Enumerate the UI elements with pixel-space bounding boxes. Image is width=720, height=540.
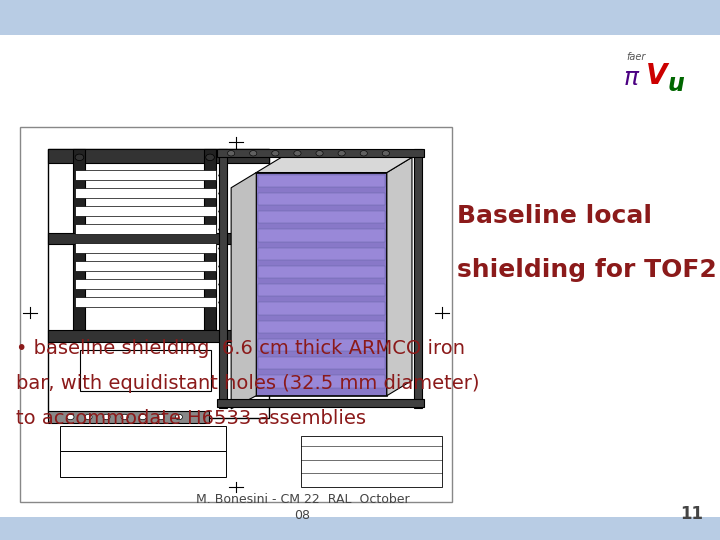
Bar xyxy=(0,0,720,35)
Bar xyxy=(48,411,209,423)
Text: shielding for TOF2: shielding for TOF2 xyxy=(457,258,717,282)
Circle shape xyxy=(67,414,74,420)
Circle shape xyxy=(250,151,257,156)
Circle shape xyxy=(338,151,346,156)
Text: bar, with equidistant holes (32.5 mm diameter): bar, with equidistant holes (32.5 mm dia… xyxy=(16,374,480,393)
Bar xyxy=(258,375,385,388)
Text: Baseline local: Baseline local xyxy=(457,204,652,228)
Bar xyxy=(258,193,385,205)
Bar xyxy=(76,188,216,198)
Circle shape xyxy=(85,414,92,420)
Bar xyxy=(258,266,385,278)
Circle shape xyxy=(103,414,110,420)
Bar xyxy=(48,233,269,244)
Bar xyxy=(76,242,216,253)
Bar xyxy=(258,284,385,296)
Text: u: u xyxy=(667,72,684,96)
Bar xyxy=(414,149,422,408)
Bar xyxy=(76,170,216,180)
Circle shape xyxy=(157,414,164,420)
Bar xyxy=(258,230,385,241)
Bar xyxy=(258,174,385,187)
Bar xyxy=(73,149,86,332)
Text: 11: 11 xyxy=(680,505,703,523)
Text: • baseline shielding  6.6 cm thick ARMCO iron: • baseline shielding 6.6 cm thick ARMCO … xyxy=(16,339,465,358)
Bar xyxy=(302,436,442,487)
Bar xyxy=(76,224,216,234)
Text: to accommodate H6533 assemblies: to accommodate H6533 assemblies xyxy=(16,409,366,428)
Bar xyxy=(20,127,452,502)
Polygon shape xyxy=(387,157,412,396)
Bar xyxy=(256,173,387,396)
Circle shape xyxy=(271,151,279,156)
Bar xyxy=(48,149,269,164)
Bar xyxy=(258,339,385,351)
Circle shape xyxy=(316,151,323,156)
Bar xyxy=(60,426,226,451)
Bar xyxy=(0,517,720,540)
Polygon shape xyxy=(231,173,256,409)
Bar xyxy=(76,261,216,271)
Circle shape xyxy=(360,151,367,156)
Bar xyxy=(48,149,269,418)
Bar xyxy=(217,399,424,407)
Text: $\pi$: $\pi$ xyxy=(623,66,640,90)
Bar xyxy=(76,279,216,289)
Circle shape xyxy=(121,414,128,420)
Circle shape xyxy=(75,154,84,160)
Bar xyxy=(60,451,226,477)
Circle shape xyxy=(175,414,182,420)
Text: faer: faer xyxy=(626,52,646,62)
Text: V: V xyxy=(646,62,667,90)
Bar xyxy=(76,298,216,307)
Text: 08: 08 xyxy=(294,509,310,522)
Bar xyxy=(204,149,216,332)
Bar xyxy=(217,149,424,157)
Circle shape xyxy=(206,154,215,160)
Bar xyxy=(258,302,385,314)
Text: M. Bonesini - CM 22  RAL  October: M. Bonesini - CM 22 RAL October xyxy=(196,493,409,506)
Polygon shape xyxy=(256,157,412,173)
Bar xyxy=(258,357,385,369)
Bar xyxy=(76,206,216,216)
Circle shape xyxy=(382,151,390,156)
Circle shape xyxy=(228,151,235,156)
Circle shape xyxy=(294,151,301,156)
Bar xyxy=(219,149,227,408)
Circle shape xyxy=(139,414,146,420)
Bar xyxy=(258,211,385,223)
Bar xyxy=(258,321,385,333)
Bar xyxy=(81,350,211,390)
Bar xyxy=(258,248,385,260)
Bar xyxy=(48,330,269,342)
